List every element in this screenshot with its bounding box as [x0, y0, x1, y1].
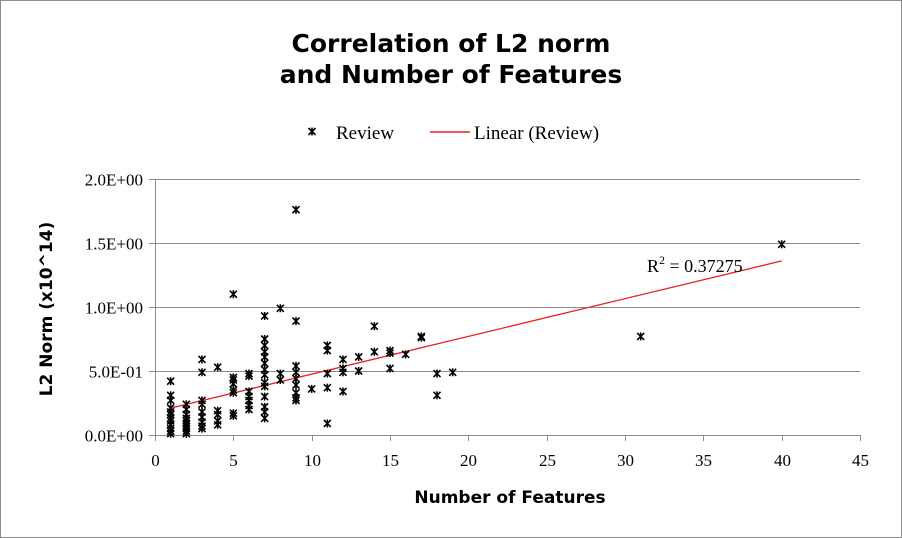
- data-point: [338, 368, 348, 377]
- r-squared-superscript: 2: [659, 253, 665, 267]
- x-tick-label: 15: [382, 451, 399, 470]
- y-tick-label: 0.0E+00: [85, 427, 143, 446]
- x-tick-label: 25: [539, 451, 556, 470]
- data-point: [166, 429, 175, 438]
- data-point: [385, 349, 395, 358]
- data-point: [260, 382, 269, 391]
- data-point: [182, 429, 191, 438]
- legend-marker-review: [307, 127, 317, 136]
- data-point: [291, 205, 301, 214]
- data-point: [323, 419, 332, 428]
- data-point: [244, 372, 254, 381]
- x-tick-label: 0: [151, 451, 160, 470]
- data-point: [197, 400, 207, 409]
- chart-title-line-1: Correlation of L2 norm: [292, 29, 611, 58]
- data-point: [166, 377, 175, 386]
- data-point: [354, 352, 363, 361]
- data-point: [432, 391, 442, 400]
- data-point: [260, 392, 269, 401]
- data-point: [244, 405, 254, 414]
- x-tick-label: 5: [229, 451, 238, 470]
- data-point: [229, 290, 238, 299]
- chart-title-line-2: and Number of Features: [280, 60, 622, 89]
- data-point: [354, 366, 363, 376]
- data-point: [229, 411, 238, 420]
- data-point: [323, 369, 332, 378]
- data-point: [276, 304, 285, 313]
- data-point: [276, 375, 285, 385]
- data-point: [323, 383, 332, 392]
- trendline-layer: [170, 260, 782, 409]
- legend-label-linear: Linear (Review): [474, 123, 599, 144]
- r-squared-value: = 0.37275: [665, 256, 743, 276]
- r-squared-label: R: [647, 256, 659, 276]
- data-point: [417, 333, 426, 342]
- data-point: [291, 396, 301, 405]
- linear-trendline: [170, 260, 782, 409]
- x-tick-label: 45: [852, 451, 869, 470]
- legend-label-review: Review: [336, 123, 394, 144]
- data-point: [370, 347, 379, 356]
- y-axis-title: L2 Norm (x10^14): [37, 222, 57, 397]
- data-point: [197, 355, 207, 364]
- data-point: [213, 420, 222, 429]
- data-point: [213, 363, 222, 372]
- tick-labels: 0.0E+00 5.0E-01 1.0E+00 1.5E+00 2.0E+00 0 5 10 1…: [85, 171, 869, 471]
- y-tick-label: 1.5E+00: [85, 235, 143, 254]
- x-tick-label: 35: [695, 451, 712, 470]
- y-tick-label: 1.0E+00: [85, 299, 143, 318]
- data-point: [291, 381, 301, 390]
- data-point: [401, 350, 410, 359]
- data-point: [291, 317, 301, 326]
- data-point: [432, 369, 442, 378]
- data-point: [370, 322, 379, 331]
- legend: Review Linear (Review): [307, 123, 599, 144]
- data-point: [260, 370, 269, 379]
- data-point: [229, 388, 238, 397]
- y-tick-label: 2.0E+00: [85, 171, 143, 190]
- data-point: [338, 355, 348, 364]
- data-point: [448, 368, 457, 377]
- data-point: [260, 311, 269, 321]
- x-axis-title: Number of Features: [414, 488, 605, 508]
- data-point: [777, 240, 786, 249]
- data-point: [260, 414, 269, 423]
- data-point: [197, 368, 207, 377]
- x-tick-label: 40: [774, 451, 791, 470]
- data-point: [197, 424, 207, 433]
- y-tick-label: 5.0E-01: [89, 363, 143, 382]
- data-point: [166, 396, 175, 405]
- data-point: [636, 332, 645, 341]
- data-point: [338, 387, 348, 396]
- data-points: [166, 205, 786, 438]
- x-tick-label: 30: [617, 451, 634, 470]
- data-point: [307, 384, 316, 393]
- data-point: [385, 364, 395, 373]
- r-squared-annotation: R2 = 0.37275: [647, 253, 743, 276]
- x-tick-label: 10: [304, 451, 321, 470]
- gridlines: [149, 179, 861, 441]
- data-point: [323, 346, 332, 355]
- x-tick-label: 20: [460, 451, 477, 470]
